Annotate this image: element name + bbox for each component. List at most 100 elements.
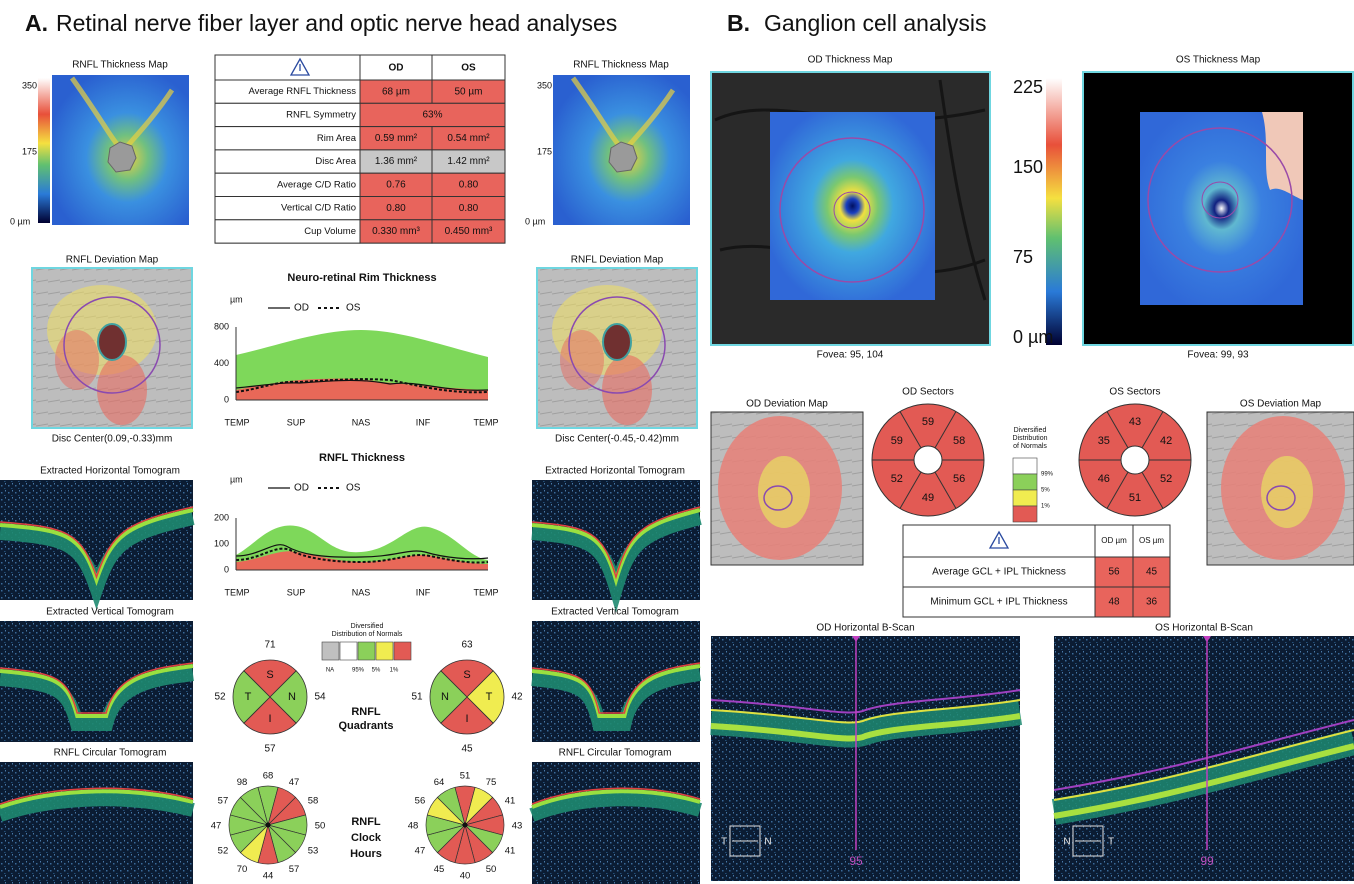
clock-value: 75 bbox=[486, 777, 497, 788]
clock-value: 51 bbox=[460, 771, 471, 782]
value-text: 0.80 bbox=[459, 179, 479, 190]
clock-value: 48 bbox=[408, 821, 419, 832]
legend-swatch bbox=[375, 641, 394, 661]
legend-label: OD bbox=[294, 303, 309, 314]
legend-label: 5% bbox=[1041, 488, 1050, 494]
value-text: 36 bbox=[1146, 597, 1158, 608]
quadrant bbox=[466, 670, 505, 724]
quadrant-letter: N bbox=[441, 691, 449, 703]
retina-layer bbox=[1053, 743, 1354, 819]
sector-center bbox=[913, 445, 943, 475]
retina-layer bbox=[529, 792, 702, 822]
clock-value: 47 bbox=[415, 846, 426, 857]
clock-value: 98 bbox=[237, 777, 248, 788]
value-text: 1.42 mm² bbox=[447, 156, 490, 167]
header-text: OS bbox=[461, 63, 476, 74]
legend-title: Distribution bbox=[1012, 435, 1047, 442]
section-title: RNFL bbox=[351, 816, 381, 828]
sector-divider bbox=[1141, 471, 1164, 509]
value-text: 68 µm bbox=[382, 86, 410, 97]
boundary-line bbox=[0, 787, 194, 805]
sector-value: 59 bbox=[891, 435, 903, 447]
sector-value: 59 bbox=[922, 416, 934, 428]
axis-unit: µm bbox=[230, 294, 243, 304]
warning-icon bbox=[289, 57, 311, 76]
warning-icon bbox=[988, 530, 1010, 549]
deviation-patch bbox=[602, 355, 652, 425]
boundary-line bbox=[531, 662, 701, 714]
retina-layer bbox=[531, 667, 702, 731]
retina-layer bbox=[710, 713, 1021, 742]
sector-value: 56 bbox=[953, 473, 965, 485]
value-cell bbox=[1094, 556, 1134, 588]
quadrant-value: 57 bbox=[264, 744, 276, 755]
chart-title: Neuro-retinal Rim Thickness bbox=[287, 272, 436, 284]
value-text: 1.36 mm² bbox=[375, 156, 418, 167]
quadrant-value: 71 bbox=[264, 640, 276, 651]
quadrant-letter: I bbox=[268, 713, 271, 725]
scan-title: OD Horizontal B-Scan bbox=[816, 623, 914, 634]
row-label: Average GCL + IPL Thickness bbox=[932, 567, 1066, 578]
value-text: 0.76 bbox=[386, 179, 406, 190]
value-cell bbox=[1132, 586, 1171, 618]
x-tick-label: NAS bbox=[352, 417, 371, 427]
x-tick-label: INF bbox=[416, 417, 431, 427]
quadrant-letter: T bbox=[486, 691, 493, 703]
retina-layer bbox=[0, 667, 194, 731]
legend-swatch bbox=[339, 641, 358, 661]
artifact bbox=[1262, 112, 1303, 200]
legend-label: 99% bbox=[1041, 472, 1054, 478]
scale-label: 75 bbox=[1013, 247, 1033, 267]
y-tick-label: 400 bbox=[214, 358, 229, 368]
row-label: Rim Area bbox=[317, 133, 357, 144]
clock-value: 40 bbox=[460, 871, 471, 882]
x-tick-label: TEMP bbox=[473, 417, 498, 427]
boundary-line bbox=[710, 699, 1021, 724]
scale-label: 0 µm bbox=[525, 216, 545, 226]
scale-label: 175 bbox=[22, 146, 37, 156]
deviation-patch bbox=[97, 355, 147, 425]
value-cell bbox=[431, 219, 506, 244]
clock-value: 52 bbox=[218, 846, 229, 857]
clock-value: 57 bbox=[289, 864, 300, 875]
clock-value: 53 bbox=[308, 846, 319, 857]
optic-disc bbox=[97, 323, 127, 361]
value-text: 56 bbox=[1108, 567, 1120, 578]
header-cell bbox=[431, 54, 506, 81]
label-cell bbox=[902, 556, 1096, 588]
sector-value: 52 bbox=[891, 473, 903, 485]
x-tick-label: TEMP bbox=[224, 587, 249, 597]
orientation-box bbox=[729, 825, 761, 857]
deviation-patch bbox=[758, 456, 810, 528]
quadrant-value: 51 bbox=[411, 692, 423, 703]
quadrant-value: 52 bbox=[214, 692, 226, 703]
quadrant-letter: S bbox=[266, 669, 273, 681]
value-text: 48 bbox=[1108, 597, 1120, 608]
sector-value: 43 bbox=[1129, 416, 1141, 428]
b-scan bbox=[711, 636, 1020, 881]
legend-swatch bbox=[1012, 473, 1038, 491]
value-text: 50 µm bbox=[455, 86, 483, 97]
retina-layer bbox=[0, 789, 194, 809]
scan-title: OS Horizontal B-Scan bbox=[1155, 623, 1253, 634]
quadrant bbox=[440, 659, 494, 698]
quadrant-value: 54 bbox=[314, 692, 326, 703]
color-scale bbox=[38, 78, 50, 223]
header-text: OD µm bbox=[1101, 536, 1127, 545]
clock-sector bbox=[436, 786, 466, 827]
clock-value: 41 bbox=[505, 846, 516, 857]
scale-label: 225 bbox=[1013, 77, 1043, 97]
row-label: Disc Area bbox=[315, 156, 356, 167]
value-text: 63% bbox=[422, 110, 442, 121]
grid-circle bbox=[833, 191, 871, 229]
orientation-label: T bbox=[721, 837, 727, 848]
clock-center bbox=[462, 822, 468, 828]
map-caption: Disc Center(0.09,-0.33)mm bbox=[52, 434, 173, 445]
scale-label: 150 bbox=[1013, 157, 1043, 177]
tomogram-title: Extracted Horizontal Tomogram bbox=[545, 466, 685, 477]
clock-value: 50 bbox=[315, 821, 326, 832]
clock-value: 56 bbox=[415, 796, 426, 807]
clock-value: 68 bbox=[263, 771, 274, 782]
sector-divider bbox=[934, 411, 957, 449]
boundary-line bbox=[0, 662, 194, 714]
